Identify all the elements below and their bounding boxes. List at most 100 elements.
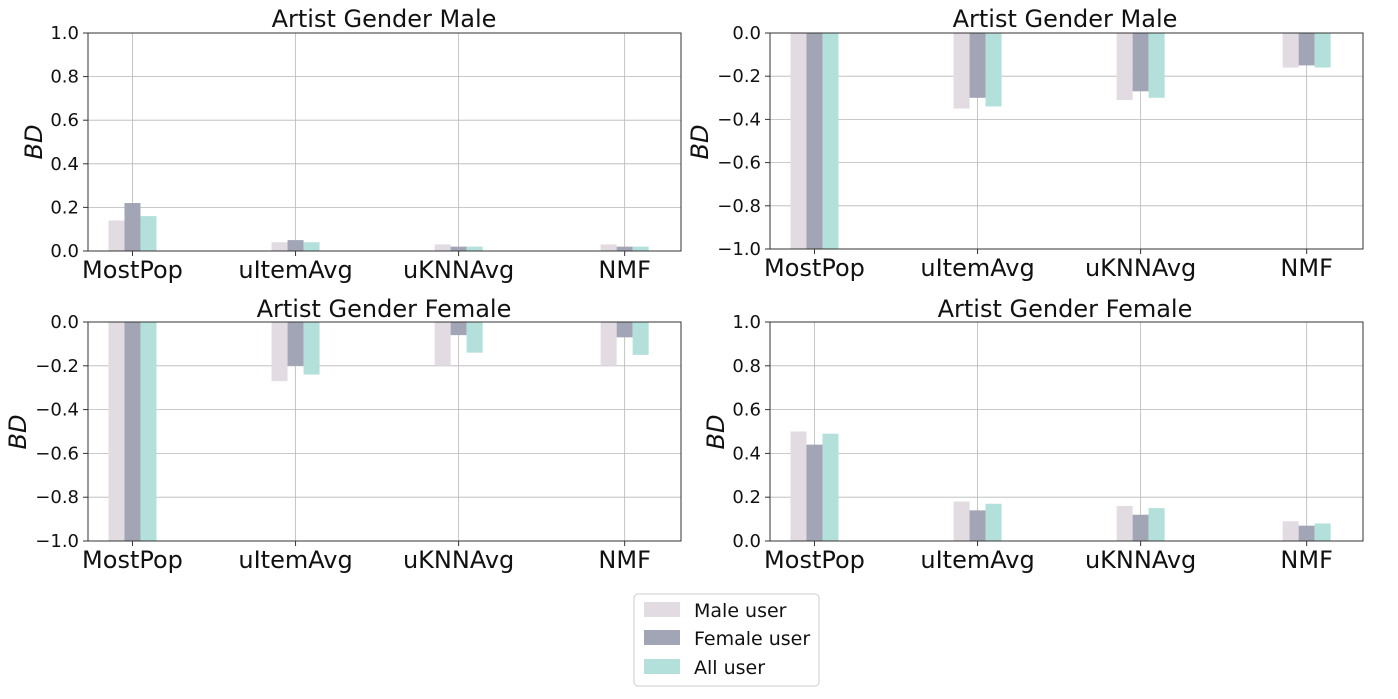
y-tick-label: 0.2 — [50, 197, 79, 218]
bar-male-user — [434, 244, 451, 251]
y-tick-label: 0.0 — [732, 531, 761, 552]
bar-all-user — [1148, 508, 1165, 541]
legend-swatch-male-user — [644, 602, 680, 617]
y-tick-label: −1.0 — [35, 531, 79, 552]
y-tick-label: 1.0 — [732, 312, 761, 333]
legend-box — [633, 593, 820, 687]
x-tick-label: uItemAvg — [920, 546, 1034, 574]
bar-all-user — [140, 322, 157, 541]
bar-male-user — [790, 431, 807, 541]
bar-female-user — [124, 203, 141, 251]
x-tick-label: uKNNAvg — [403, 256, 514, 284]
y-tick-label: 0.4 — [50, 154, 79, 175]
bar-all-user — [985, 33, 1002, 107]
x-tick-label: NMF — [1280, 254, 1332, 282]
x-tick-label: uKNNAvg — [403, 546, 514, 574]
x-tick-label: MostPop — [764, 254, 865, 282]
panel-title: Artist Gender Male — [953, 5, 1178, 33]
panel-title: Artist Gender Female — [938, 295, 1193, 323]
y-tick-label: 0.2 — [732, 487, 761, 508]
panel-artist-male-positive: Artist Gender Male BD 0.0 0.2 0.4 0.6 0.8 1.0… — [20, 5, 682, 284]
bar-male-user — [953, 501, 970, 541]
y-tick-label: −1.0 — [717, 239, 761, 260]
bar-all-user — [1314, 33, 1331, 68]
x-tick-label: NMF — [598, 546, 650, 574]
y-tick-label: 0.0 — [50, 312, 79, 333]
legend-label-male-user: Male user — [694, 600, 787, 622]
y-tick-label: −0.6 — [35, 443, 79, 464]
y-tick-label: −0.6 — [717, 153, 761, 174]
bar-female-user — [287, 322, 304, 366]
bar-all-user — [303, 322, 320, 375]
bar-all-user — [632, 246, 649, 251]
legend-swatch-female-user — [644, 630, 680, 645]
bar-all-user — [985, 503, 1002, 541]
panel-artist-female-positive: Artist Gender Female BD 0.0 0.2 0.4 0.6 0.8 1… — [702, 295, 1364, 574]
bar-female-user — [969, 510, 986, 541]
bar-all-user — [1314, 523, 1331, 541]
bar-male-user — [434, 322, 451, 366]
legend: Male user Female user All user — [633, 593, 820, 687]
bar-all-user — [632, 322, 649, 355]
y-tick-label: 1.0 — [50, 23, 79, 44]
bar-all-user — [822, 33, 839, 249]
bar-male-user — [953, 33, 970, 109]
bar-male-user — [600, 244, 617, 251]
x-tick-label: uItemAvg — [238, 256, 352, 284]
bar-female-user — [1132, 514, 1149, 541]
bar-female-user — [1132, 33, 1149, 92]
bar-female-user — [806, 444, 823, 541]
y-axis-label: BD — [686, 125, 714, 160]
y-axis-label: BD — [4, 415, 32, 450]
y-tick-label: −0.4 — [35, 400, 79, 421]
x-tick-label: uItemAvg — [920, 254, 1034, 282]
bar-all-user — [140, 216, 157, 251]
y-tick-label: 0.4 — [732, 443, 761, 464]
bar-male-user — [271, 322, 288, 382]
bar-female-user — [616, 322, 633, 338]
legend-label-female-user: Female user — [694, 628, 810, 650]
bar-female-user — [1298, 525, 1315, 541]
y-tick-label: −0.2 — [717, 66, 761, 87]
bar-all-user — [822, 433, 839, 541]
legend-swatch-all-user — [644, 659, 680, 674]
panel-artist-female-negative: Artist Gender Female BD −1.0 −0.8 −0.6 −0.4… — [4, 295, 682, 574]
bar-female-user — [450, 246, 467, 251]
y-axis-label: BD — [20, 125, 48, 160]
bar-male-user — [790, 33, 807, 249]
plot-frame — [769, 32, 1364, 250]
bar-male-user — [1116, 505, 1133, 541]
bar-female-user — [969, 33, 986, 98]
bar-all-user — [466, 322, 483, 353]
y-axis-label: BD — [702, 415, 730, 450]
bar-female-user — [124, 322, 141, 541]
bar-male-user — [108, 322, 125, 541]
x-tick-label: uKNNAvg — [1085, 254, 1196, 282]
bar-female-user — [616, 246, 633, 251]
x-tick-label: uKNNAvg — [1085, 546, 1196, 574]
bar-all-user — [466, 246, 483, 251]
y-tick-label: −0.8 — [717, 196, 761, 217]
x-tick-label: NMF — [1280, 546, 1332, 574]
x-tick-label: MostPop — [764, 546, 865, 574]
bar-male-user — [108, 220, 125, 251]
x-tick-label: uItemAvg — [238, 546, 352, 574]
plot-frame — [87, 321, 682, 542]
y-tick-label: 0.0 — [50, 241, 79, 262]
bar-male-user — [1116, 33, 1133, 100]
y-tick-label: 0.8 — [50, 67, 79, 88]
bar-all-user — [303, 242, 320, 251]
y-tick-label: −0.4 — [717, 109, 761, 130]
y-tick-label: 0.6 — [732, 400, 761, 421]
bar-female-user — [287, 240, 304, 251]
bar-all-user — [1148, 33, 1165, 98]
plot-frame — [769, 321, 1364, 542]
bar-male-user — [1282, 521, 1299, 541]
bar-male-user — [1282, 33, 1299, 68]
panel-title: Artist Gender Male — [272, 5, 497, 33]
y-tick-label: 0.6 — [50, 110, 79, 131]
panel-title: Artist Gender Female — [257, 295, 512, 323]
x-tick-label: NMF — [598, 256, 650, 284]
y-tick-label: 0.0 — [732, 23, 761, 44]
bar-male-user — [600, 322, 617, 366]
